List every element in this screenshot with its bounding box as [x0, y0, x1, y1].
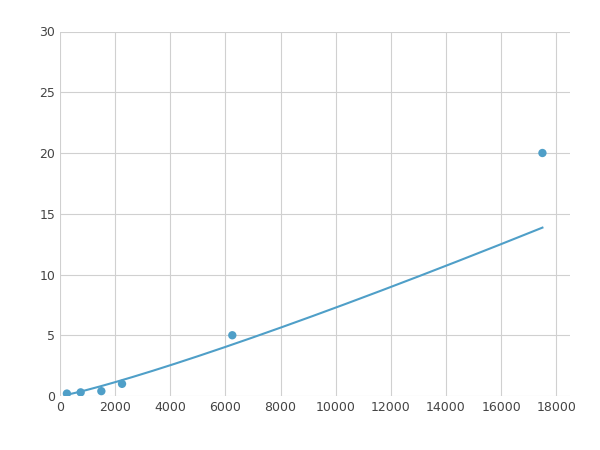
- Point: [62, 390, 71, 397]
- Point: [117, 380, 127, 387]
- Point: [76, 389, 85, 396]
- Point: [538, 149, 547, 157]
- Point: [97, 387, 106, 395]
- Point: [227, 332, 237, 339]
